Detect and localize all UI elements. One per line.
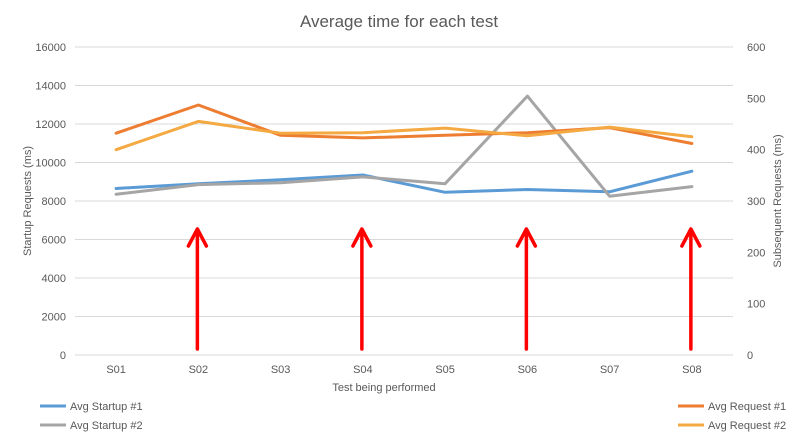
right-tick-label: 300	[747, 196, 765, 208]
x-tick-label: S03	[271, 364, 291, 376]
left-tick-label: 6000	[42, 235, 66, 247]
arrow-head	[186, 227, 209, 248]
series-line-avg-startup-2	[114, 94, 694, 198]
legend-label: Avg Startup #1	[70, 401, 143, 413]
legend-label: Avg Request #1	[708, 401, 786, 413]
x-tick-label: S08	[682, 364, 702, 376]
annotation-arrows	[186, 227, 702, 351]
right-tick-label: 200	[747, 247, 765, 259]
right-tick-label: 400	[747, 145, 765, 157]
x-axis-ticks: S01 S02 S03 S04 S05 S06 S07 S08	[106, 364, 701, 376]
right-tick-label: 600	[747, 42, 765, 54]
x-tick-label: S06	[518, 364, 538, 376]
x-tick-label: S04	[353, 364, 373, 376]
legend-item: Avg Request #1	[678, 401, 786, 413]
left-tick-label: 4000	[42, 273, 66, 285]
series-line-avg-request-2	[114, 119, 694, 152]
annotation-arrow	[680, 227, 702, 351]
x-tick-label: S05	[435, 364, 455, 376]
right-tick-label: 500	[747, 93, 765, 105]
x-tick-label: S01	[106, 364, 126, 376]
right-tick-label: 100	[747, 299, 765, 311]
left-tick-label: 8000	[42, 196, 66, 208]
x-axis-label: Test being performed	[332, 382, 435, 394]
left-tick-label: 12000	[35, 119, 66, 131]
left-axis-label: Startup Requests (ms)	[22, 146, 34, 256]
chart-legend: Avg Startup #1 Avg Startup #2 Avg Request …	[40, 401, 786, 432]
legend-item: Avg Startup #2	[40, 420, 143, 432]
left-tick-label: 2000	[42, 312, 66, 324]
arrow-head	[515, 227, 538, 248]
x-tick-label: S02	[189, 364, 209, 376]
legend-item: Avg Request #2	[678, 420, 786, 432]
left-tick-label: 10000	[35, 158, 66, 170]
right-tick-label: 0	[747, 350, 753, 362]
annotation-arrow	[186, 227, 209, 351]
legend-label: Avg Request #2	[708, 420, 786, 432]
right-axis-label: Subsequent Requests (ms)	[772, 134, 784, 267]
annotation-arrow	[351, 227, 373, 351]
left-tick-label: 16000	[35, 42, 66, 54]
chart-title: Average time for each test	[300, 12, 498, 31]
legend-label: Avg Startup #2	[70, 420, 143, 432]
arrow-head	[680, 227, 702, 248]
gridlines	[75, 46, 733, 356]
x-tick-label: S07	[600, 364, 620, 376]
left-axis-ticks: 0 2000 4000 6000 8000 10000 12000 14000 16000	[35, 42, 66, 362]
left-tick-label: 0	[60, 350, 66, 362]
series-lines	[114, 94, 694, 198]
legend-item: Avg Startup #1	[40, 401, 143, 413]
annotation-arrow	[515, 227, 538, 351]
right-axis-ticks: 0 100 200 300 400 500 600	[747, 42, 765, 362]
arrow-head	[351, 227, 373, 248]
left-tick-label: 14000	[35, 81, 66, 93]
